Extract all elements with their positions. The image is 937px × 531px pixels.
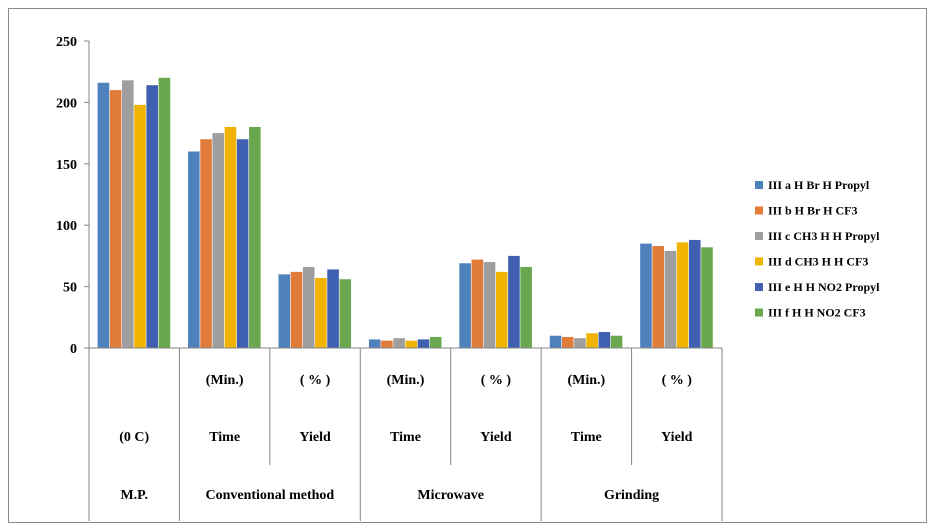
bar: [368, 339, 381, 348]
bar: [483, 262, 496, 348]
bar: [561, 336, 574, 348]
x-category-label: (Min.): [567, 373, 605, 388]
legend-label: III a H Br H Propyl: [768, 178, 870, 192]
bar: [236, 139, 249, 348]
bar: [290, 271, 303, 348]
bar: [97, 82, 110, 348]
y-tick-label: 100: [56, 219, 77, 234]
x-category-label: Yield: [299, 430, 331, 445]
bar: [381, 340, 393, 348]
x-category-label: Time: [571, 430, 602, 445]
bar: [598, 332, 611, 348]
bar: [224, 126, 237, 349]
y-tick-label: 150: [56, 158, 77, 173]
legend-swatch: [755, 283, 763, 291]
legend-swatch: [755, 206, 763, 215]
bar: [158, 77, 171, 348]
bar: [339, 279, 352, 348]
bar: [520, 266, 532, 348]
x-category-label: Time: [209, 430, 240, 445]
bar: [610, 335, 623, 348]
bar: [249, 126, 261, 349]
legend-label: III f H H NO2 CF3: [768, 306, 866, 320]
x-category-label: Yield: [661, 430, 693, 445]
x-category-label: M.P.: [120, 488, 147, 503]
bar: [640, 243, 652, 348]
legend-label: III b H Br H CF3: [768, 204, 857, 218]
x-category-label: Yield: [480, 430, 512, 445]
bar: [122, 80, 134, 349]
legend-swatch: [755, 308, 763, 317]
bar: [701, 247, 713, 348]
bar: [471, 259, 484, 348]
bar: [200, 139, 212, 348]
bar: [429, 336, 442, 348]
x-category-label: ( % ): [300, 373, 331, 388]
bar: [302, 266, 315, 348]
bar: [417, 339, 430, 348]
legend-label: III c CH3 H H Propyl: [768, 229, 880, 243]
legend-label: III e H H NO2 Propyl: [768, 280, 880, 294]
bar: [393, 338, 405, 348]
legend-swatch: [755, 232, 763, 240]
bar: [574, 338, 586, 348]
bar: [327, 269, 339, 348]
bar: [315, 278, 327, 348]
bar: [586, 333, 598, 348]
bar: [495, 271, 508, 348]
bar: [508, 255, 520, 348]
bar: [109, 90, 122, 349]
bar-chart: 0 50 100 150 200 250 (0 C) M.P. (Min.) Time ( % ) Y…: [56, 35, 880, 521]
x-group-label: Conventional method: [205, 488, 334, 503]
legend-swatch: [755, 181, 763, 189]
x-category-label: Time: [390, 430, 421, 445]
chart-frame: 0 50 100 150 200 250 (0 C) M.P. (Min.) Time ( % ) Y…: [8, 8, 927, 523]
bar: [664, 250, 677, 348]
bar: [134, 104, 146, 348]
bar: [188, 151, 200, 348]
y-tick-label: 50: [63, 281, 77, 296]
x-group-label: Microwave: [417, 488, 484, 503]
bar: [146, 85, 159, 348]
x-category-label: ( % ): [481, 373, 512, 388]
x-category-label: (0 C): [119, 430, 149, 445]
bar: [212, 133, 225, 348]
y-tick-label: 200: [56, 96, 77, 111]
bar: [652, 246, 664, 348]
y-tick-label: 0: [70, 342, 77, 357]
bar: [676, 242, 689, 348]
bar: [549, 335, 562, 348]
y-tick-label: 250: [56, 35, 77, 50]
bar: [405, 340, 418, 348]
x-group-label: Grinding: [604, 488, 659, 503]
bar: [688, 239, 701, 348]
legend-swatch: [755, 257, 763, 266]
bar: [459, 263, 471, 348]
legend-label: III d CH3 H H CF3: [768, 255, 868, 269]
x-category-label: (Min.): [206, 373, 244, 388]
bar: [278, 274, 291, 348]
x-category-label: (Min.): [387, 373, 425, 388]
x-category-label: ( % ): [662, 373, 693, 388]
